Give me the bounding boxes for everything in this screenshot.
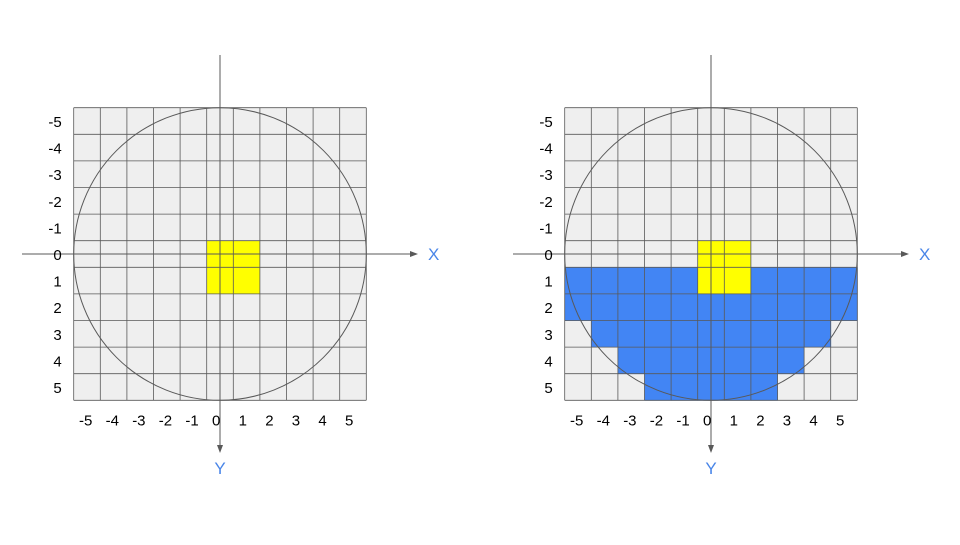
filled-cell	[671, 293, 699, 321]
filled-cell	[804, 267, 832, 295]
filled-cell	[724, 320, 752, 348]
filled-cell	[750, 347, 778, 375]
x-tick-label: 3	[292, 412, 300, 429]
x-axis-arrowhead	[901, 251, 909, 257]
filled-cell	[671, 347, 699, 375]
x-tick-label: 0	[212, 412, 220, 429]
filled-cell	[804, 293, 832, 321]
y-tick-label: 2	[53, 300, 61, 317]
filled-cell	[830, 293, 858, 321]
filled-cell	[617, 267, 645, 295]
x-tick-label: 1	[730, 412, 738, 429]
origin-cell	[233, 267, 260, 294]
y-tick-label: 2	[544, 300, 552, 317]
filled-cell	[591, 320, 619, 348]
filled-cell	[644, 293, 672, 321]
y-tick-label: -3	[48, 167, 61, 184]
x-tick-label: 5	[345, 412, 353, 429]
y-tick-label: 5	[544, 380, 552, 397]
filled-cell	[750, 293, 778, 321]
x-tick-label: 5	[836, 412, 844, 429]
filled-cell	[564, 293, 592, 321]
y-tick-label: -3	[539, 167, 552, 184]
filled-cell	[617, 293, 645, 321]
y-tick-label: -4	[539, 141, 552, 158]
panel-left: X Y -5 -4 -3 -2 -1 0 1 2 3 4 5 -5 -4 -3 -2 -1 0 1 2 3 4 5	[22, 55, 439, 478]
y-axis-label: Y	[214, 459, 225, 478]
y-tick-label: 1	[53, 274, 61, 291]
x-tick-label: 0	[703, 412, 711, 429]
filled-cell	[644, 320, 672, 348]
filled-cell	[671, 320, 699, 348]
filled-cell	[644, 267, 672, 295]
x-tick-label: -3	[132, 412, 145, 429]
filled-cell	[671, 373, 699, 401]
y-tick-label: 3	[53, 327, 61, 344]
filled-cell	[617, 347, 645, 375]
filled-cell	[644, 347, 672, 375]
x-tick-label: 3	[783, 412, 791, 429]
x-tick-label: 2	[265, 412, 273, 429]
y-tick-label: 0	[544, 247, 552, 264]
y-axis-arrowhead	[217, 445, 223, 453]
x-tick-label: 2	[756, 412, 764, 429]
x-tick-label: -4	[597, 412, 610, 429]
x-tick-label: -5	[79, 412, 92, 429]
panel-right: X Y -5 -4 -3 -2 -1 0 1 2 3 4 5 -5 -4 -3 -2 -1 0 1 2 3 4 5	[513, 55, 930, 478]
y-tick-label: -2	[539, 194, 552, 211]
x-tick-label: -3	[623, 412, 636, 429]
x-axis-arrowhead	[410, 251, 418, 257]
filled-cell	[750, 267, 778, 295]
filled-cell	[750, 320, 778, 348]
filled-cell	[591, 293, 619, 321]
y-axis-label: Y	[705, 459, 716, 478]
filled-cell	[617, 320, 645, 348]
x-tick-label: 4	[809, 412, 817, 429]
y-tick-label: -5	[539, 114, 552, 131]
y-tick-label: 4	[544, 353, 552, 370]
x-tick-label: -2	[159, 412, 172, 429]
filled-cell	[777, 293, 805, 321]
x-axis-label: X	[919, 245, 930, 264]
x-tick-label: -1	[185, 412, 198, 429]
x-tick-label: -4	[106, 412, 119, 429]
y-tick-label: -2	[48, 194, 61, 211]
filled-cell	[724, 373, 752, 401]
filled-cell	[724, 293, 752, 321]
y-tick-label: -4	[48, 141, 61, 158]
filled-cell	[671, 267, 699, 295]
y-tick-label: 3	[544, 327, 552, 344]
filled-cell	[591, 267, 619, 295]
y-tick-label: 4	[53, 353, 61, 370]
filled-cell	[830, 267, 858, 295]
x-axis-label: X	[428, 245, 439, 264]
y-axis-arrowhead	[708, 445, 714, 453]
y-tick-label: -5	[48, 114, 61, 131]
filled-cell	[777, 267, 805, 295]
origin-cell	[724, 267, 751, 294]
y-tick-label: -1	[539, 220, 552, 237]
filled-cell	[750, 373, 778, 401]
filled-cell	[724, 347, 752, 375]
x-tick-label: -2	[650, 412, 663, 429]
y-tick-label: -1	[48, 220, 61, 237]
x-tick-label: 1	[239, 412, 247, 429]
y-tick-label: 5	[53, 380, 61, 397]
y-tick-label: 0	[53, 247, 61, 264]
x-tick-label: -1	[676, 412, 689, 429]
x-tick-label: -5	[570, 412, 583, 429]
filled-cell	[777, 320, 805, 348]
y-tick-label: 1	[544, 274, 552, 291]
x-tick-label: 4	[318, 412, 326, 429]
filled-cell	[644, 373, 672, 401]
